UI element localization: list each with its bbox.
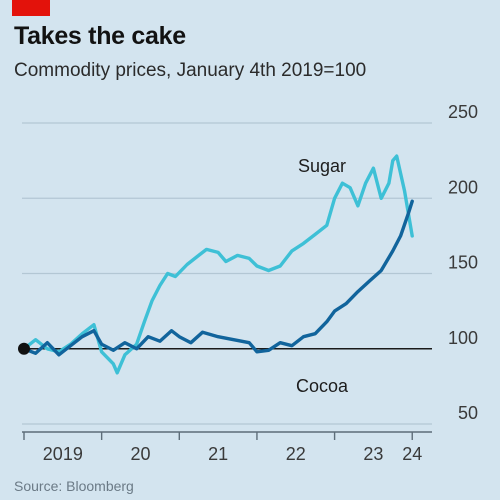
y-tick-label: 50 xyxy=(458,403,478,423)
x-tick-label: 24 xyxy=(402,444,422,464)
chart-subtitle: Commodity prices, January 4th 2019=100 xyxy=(14,60,367,81)
y-tick-label: 250 xyxy=(448,102,478,122)
x-tick-label: 21 xyxy=(208,444,228,464)
y-tick-label: 150 xyxy=(448,253,478,273)
series-labels: Sugar Cocoa xyxy=(296,156,349,396)
series-sugar-line xyxy=(22,154,414,375)
label-cocoa: Cocoa xyxy=(296,376,349,396)
y-tick-label: 200 xyxy=(448,177,478,197)
brand-tag xyxy=(12,0,50,16)
x-tick-label: 23 xyxy=(363,444,383,464)
x-tick-label: 20 xyxy=(130,444,150,464)
series-lines xyxy=(18,154,432,375)
x-tick-label: 22 xyxy=(286,444,306,464)
series-cocoa-line xyxy=(22,199,414,357)
grid-lines: 50 100 150 200 250 xyxy=(22,102,478,425)
y-tick-label: 100 xyxy=(448,328,478,348)
x-axis: 2019 20 21 22 23 24 xyxy=(22,431,432,464)
x-tick-label: 2019 xyxy=(43,444,83,464)
chart-title: Takes the cake xyxy=(14,22,186,50)
label-sugar: Sugar xyxy=(298,156,346,176)
start-point xyxy=(18,342,30,355)
source-note: Source: Bloomberg xyxy=(14,478,134,494)
